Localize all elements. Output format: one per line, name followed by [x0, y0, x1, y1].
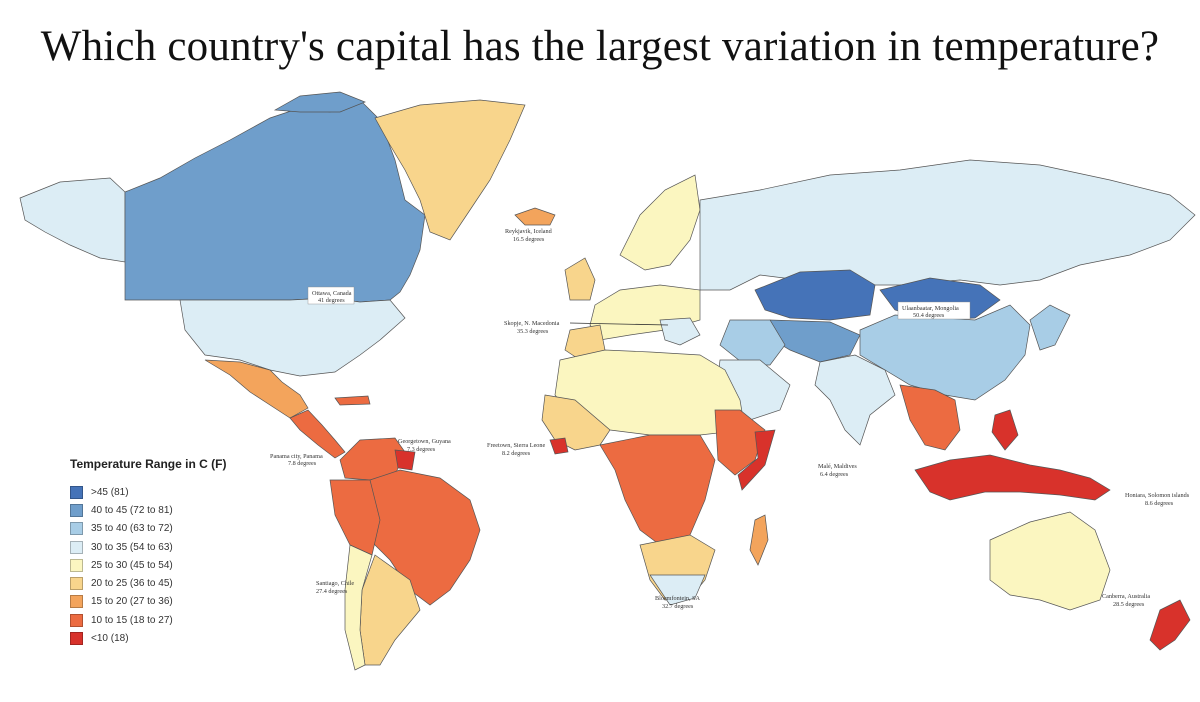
label-skopje-city: Skopje, N. Macedonia [504, 320, 560, 327]
label-ulaanbaatar-value: 50.4 degrees [913, 312, 945, 319]
label-freetown-city: Freetown, Sierra Leone [487, 442, 545, 449]
region-caribbean [334, 395, 371, 406]
label-skopje-value: 35.3 degrees [517, 328, 549, 335]
region-south-africa [649, 574, 706, 606]
region-central-america [289, 409, 346, 459]
label-panama-city: Panama city, Panama [270, 453, 323, 460]
legend-row: 40 to 45 (72 to 81) [70, 501, 310, 519]
label-bloemfontein-city: Bloemfontein, SA [655, 595, 701, 602]
legend-swatch [70, 613, 83, 627]
label-honiara-city: Honiara, Solomon islands [1125, 492, 1190, 499]
region-peru-bolivia [329, 479, 381, 556]
region-central-africa [599, 434, 716, 546]
region-indochina [899, 384, 961, 451]
legend-label: 10 to 15 (18 to 27) [91, 614, 173, 626]
legend-swatch [70, 577, 83, 591]
legend-swatch [70, 558, 83, 572]
page-title: Which country's capital has the largest … [40, 23, 1160, 70]
region-horn-of-africa [714, 409, 766, 476]
label-santiago-city: Santiago, Chile [316, 580, 354, 587]
legend-swatch [70, 503, 83, 517]
label-ottawa-value: 41 degrees [318, 297, 345, 304]
legend-label: >45 (81) [91, 486, 129, 498]
label-honiara-value: 8.6 degrees [1145, 500, 1174, 507]
legend-label: 30 to 35 (54 to 63) [91, 541, 173, 553]
legend-swatch [70, 595, 83, 609]
region-kazakhstan [754, 269, 876, 321]
region-scandinavia [619, 174, 701, 271]
legend-row: 30 to 35 (54 to 63) [70, 538, 310, 556]
region-russia [699, 159, 1196, 291]
label-freetown-value: 8.2 degrees [502, 450, 531, 457]
legend-label: 35 to 40 (63 to 72) [91, 523, 173, 535]
region-new-zealand [1149, 599, 1191, 651]
region-greenland [374, 99, 526, 241]
region-chile [344, 544, 373, 671]
region-arctic-islands [273, 91, 366, 113]
region-middle-east [719, 319, 786, 366]
legend-row: >45 (81) [70, 483, 310, 501]
region-west-africa [541, 394, 611, 451]
legend-label: 20 to 25 (36 to 45) [91, 578, 173, 590]
legend-row: 25 to 30 (45 to 54) [70, 556, 310, 574]
city-annotations: Reykjavik, Iceland 16.5 degrees Ottawa, … [270, 228, 1190, 610]
legend-row: 15 to 20 (27 to 36) [70, 593, 310, 611]
legend-label: <10 (18) [91, 633, 129, 645]
region-india [814, 354, 896, 446]
region-iceland [514, 207, 556, 226]
label-ulaanbaatar-city: Ulaanbaatar, Mongolia [902, 305, 959, 312]
legend-swatch [70, 540, 83, 554]
legend-swatch [70, 485, 83, 499]
skopje-pointer-line [569, 322, 669, 326]
legend-label: 15 to 20 (27 to 36) [91, 596, 173, 608]
region-somalia [737, 429, 776, 491]
label-ottawa-box [307, 286, 355, 305]
region-australia [989, 511, 1111, 611]
label-georgetown-value: 7.3 degrees [407, 446, 436, 453]
region-balkans [659, 317, 701, 346]
legend-row: <10 (18) [70, 629, 310, 647]
label-reykjavik-value: 16.5 degrees [513, 236, 545, 243]
legend: Temperature Range in C (F) >45 (81) 40 to… [70, 457, 310, 648]
region-sierra-leone [549, 437, 569, 455]
region-mexico [204, 359, 309, 419]
label-reykjavik-city: Reykjavik, Iceland [505, 228, 553, 235]
legend-title: Temperature Range in C (F) [70, 457, 227, 471]
legend-row: 20 to 25 (36 to 45) [70, 574, 310, 592]
region-korea-japan [1029, 304, 1071, 351]
label-georgetown-city: Georgetown, Guyana [398, 438, 451, 445]
legend-row: 35 to 40 (63 to 72) [70, 520, 310, 538]
region-central-asia [769, 319, 861, 363]
region-philippines [991, 409, 1019, 451]
label-panama-value: 7.8 degrees [288, 460, 317, 467]
legend-swatch [70, 522, 83, 536]
legend-label: 25 to 30 (45 to 54) [91, 559, 173, 571]
region-madagascar [749, 514, 769, 566]
label-santiago-value: 27.4 degrees [316, 588, 348, 595]
label-male-city: Malé, Maldives [818, 463, 857, 470]
region-uk-ireland [564, 257, 596, 301]
label-bloemfontein-value: 32.7 degrees [662, 603, 694, 610]
legend-swatch [70, 632, 83, 646]
label-ulaanbaatar-box [897, 301, 971, 320]
label-male-value: 6.4 degrees [820, 471, 849, 478]
label-canberra-city: Canberra, Australia [1102, 593, 1150, 600]
region-guyana [394, 449, 416, 471]
legend-label: 40 to 45 (72 to 81) [91, 504, 173, 516]
label-ottawa-city: Ottawa, Canada [312, 290, 352, 297]
land-regions [19, 91, 1196, 671]
legend-rows: >45 (81) 40 to 45 (72 to 81) 35 to 40 (63 … [70, 483, 310, 648]
region-canada [124, 99, 426, 303]
region-indonesia [914, 454, 1111, 501]
label-canberra-value: 28.5 degrees [1113, 601, 1145, 608]
region-alaska [19, 177, 126, 263]
legend-row: 10 to 15 (18 to 27) [70, 611, 310, 629]
